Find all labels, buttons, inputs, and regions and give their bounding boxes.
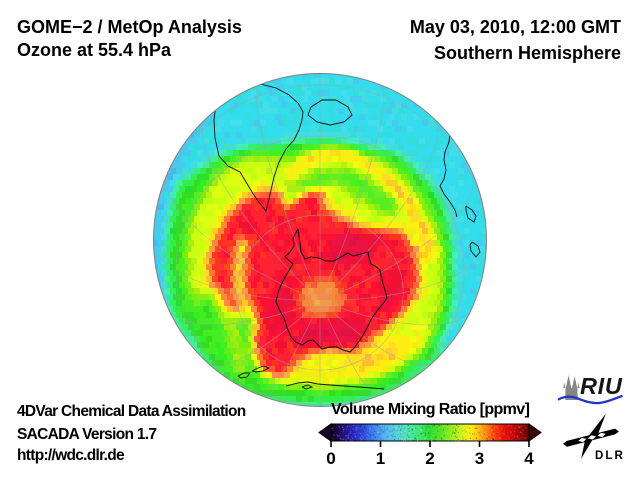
svg-text:4: 4 — [524, 449, 534, 468]
svg-text:2: 2 — [425, 449, 434, 468]
svg-text:3: 3 — [475, 449, 484, 468]
svg-text:1: 1 — [376, 449, 385, 468]
svg-text:0: 0 — [326, 449, 335, 468]
